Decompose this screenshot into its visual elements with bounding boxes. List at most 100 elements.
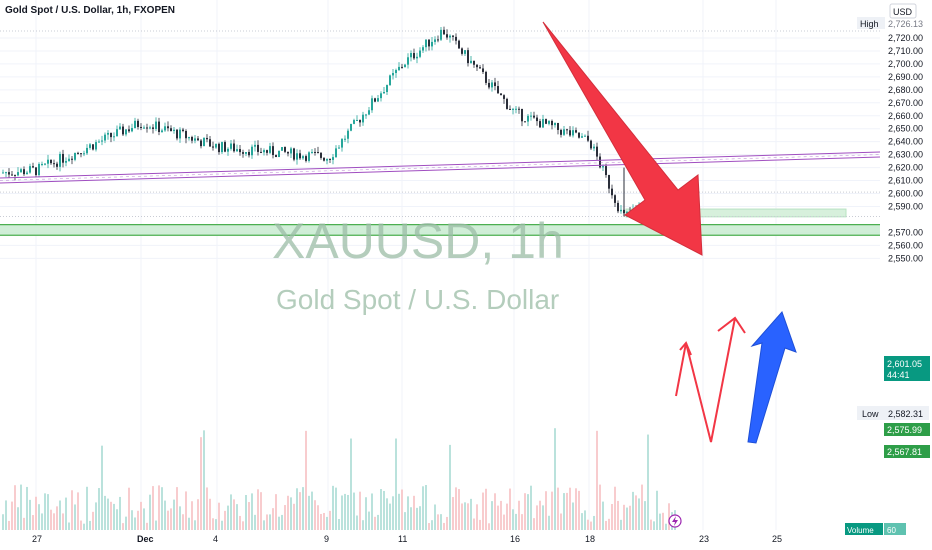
candle-body (14, 174, 16, 176)
volume-bar (392, 496, 394, 530)
volume-bar (491, 501, 493, 530)
candle-body (137, 120, 139, 127)
red-arrowhead-1 (679, 341, 692, 356)
volume-bar (641, 484, 643, 530)
candle-body (497, 86, 499, 94)
candle-body (536, 117, 538, 122)
volume-bar (263, 520, 265, 530)
candle-body (590, 140, 592, 149)
volume-bar (554, 428, 556, 530)
candle-body (554, 122, 556, 126)
volume-bar (182, 514, 184, 530)
candle-body (368, 110, 370, 115)
volume-bar (353, 492, 355, 530)
volume-bar (440, 514, 442, 530)
currency-box[interactable] (889, 3, 917, 19)
candle-body (446, 34, 448, 38)
volume-bar (128, 487, 130, 530)
candle-body (530, 115, 532, 117)
volume-bar (44, 493, 46, 530)
volume-bar (326, 516, 328, 530)
candle-body (566, 129, 568, 131)
time-tick-label: 16 (510, 534, 520, 544)
time-tick-label: Dec (137, 534, 154, 544)
volume-bar (242, 521, 244, 530)
volume-bar (32, 515, 34, 530)
price-tick-label: 2,610.00 (888, 176, 923, 186)
volume-bar (608, 518, 610, 530)
volume-bar (464, 502, 466, 530)
candle-body (569, 130, 571, 136)
volume-bar (116, 509, 118, 530)
volume-bar (497, 505, 499, 530)
candle-body (56, 163, 58, 167)
candle-body (377, 98, 379, 102)
volume-bar (482, 492, 484, 530)
volume-bar (545, 491, 547, 530)
candle-body (299, 153, 301, 159)
candle-body (602, 166, 604, 168)
volume-bar (140, 501, 142, 530)
lightning-icon[interactable] (668, 514, 682, 528)
volume-bar (149, 494, 151, 530)
volume-bar (62, 513, 64, 530)
volume-bar (233, 499, 235, 530)
volume-bar (170, 508, 172, 530)
volume-bar (98, 488, 100, 530)
volume-bar (254, 514, 256, 530)
candle-body (290, 148, 292, 154)
volume-bar (446, 516, 448, 530)
volume-bar (449, 444, 451, 530)
candle-body (398, 66, 400, 71)
volume-bar (470, 498, 472, 530)
volume-bar (287, 495, 289, 530)
volume-bar (356, 515, 358, 530)
price-tick-label: 2,570.00 (888, 227, 923, 237)
candle-body (323, 157, 325, 161)
time-tick-label: 11 (398, 534, 407, 544)
candle-body (479, 67, 481, 69)
volume-bar (371, 493, 373, 530)
volume-bar (146, 522, 148, 530)
price-tick-label: 2,720.00 (888, 33, 923, 43)
candle-body (500, 93, 502, 96)
volume-bar (407, 496, 409, 530)
volume-bar (344, 493, 346, 530)
volume-bar (590, 521, 592, 530)
price-tick-label: 2,710.00 (888, 46, 923, 56)
candle-body (470, 60, 472, 64)
volume-bar (623, 504, 625, 530)
volume-bar (20, 484, 22, 530)
volume-bar (512, 509, 514, 530)
volume-bar (383, 490, 385, 530)
price-tick-label: 2,690.00 (888, 72, 923, 82)
volume-bar (584, 510, 586, 530)
candle-body (410, 53, 412, 58)
volume-bar (368, 511, 370, 530)
volume-bar (251, 493, 253, 530)
candle-body (401, 66, 403, 68)
candle-body (347, 130, 349, 139)
volume-bar (119, 496, 121, 530)
candle-body (98, 141, 100, 143)
candle-body (437, 39, 439, 41)
candle-body (227, 148, 229, 152)
volume-bar (143, 508, 145, 530)
volume-bar (404, 512, 406, 530)
volume-bar (521, 514, 523, 530)
volume-bar (248, 502, 250, 530)
candle-body (374, 98, 376, 102)
volume-bar (293, 503, 295, 530)
candle-body (185, 130, 187, 139)
candle-body (305, 156, 307, 161)
volume-bar (461, 503, 463, 530)
candle-body (224, 142, 226, 152)
volume-bar (41, 513, 43, 530)
price-axis: 2,550.00 2,560.00 2,570.00 2,590.00 2,600.00… (888, 33, 923, 263)
candle-body (572, 130, 574, 136)
volume-bar (197, 499, 199, 530)
currency-label[interactable]: USD (893, 7, 913, 17)
candle-body (614, 195, 616, 203)
candle-body (104, 134, 106, 141)
